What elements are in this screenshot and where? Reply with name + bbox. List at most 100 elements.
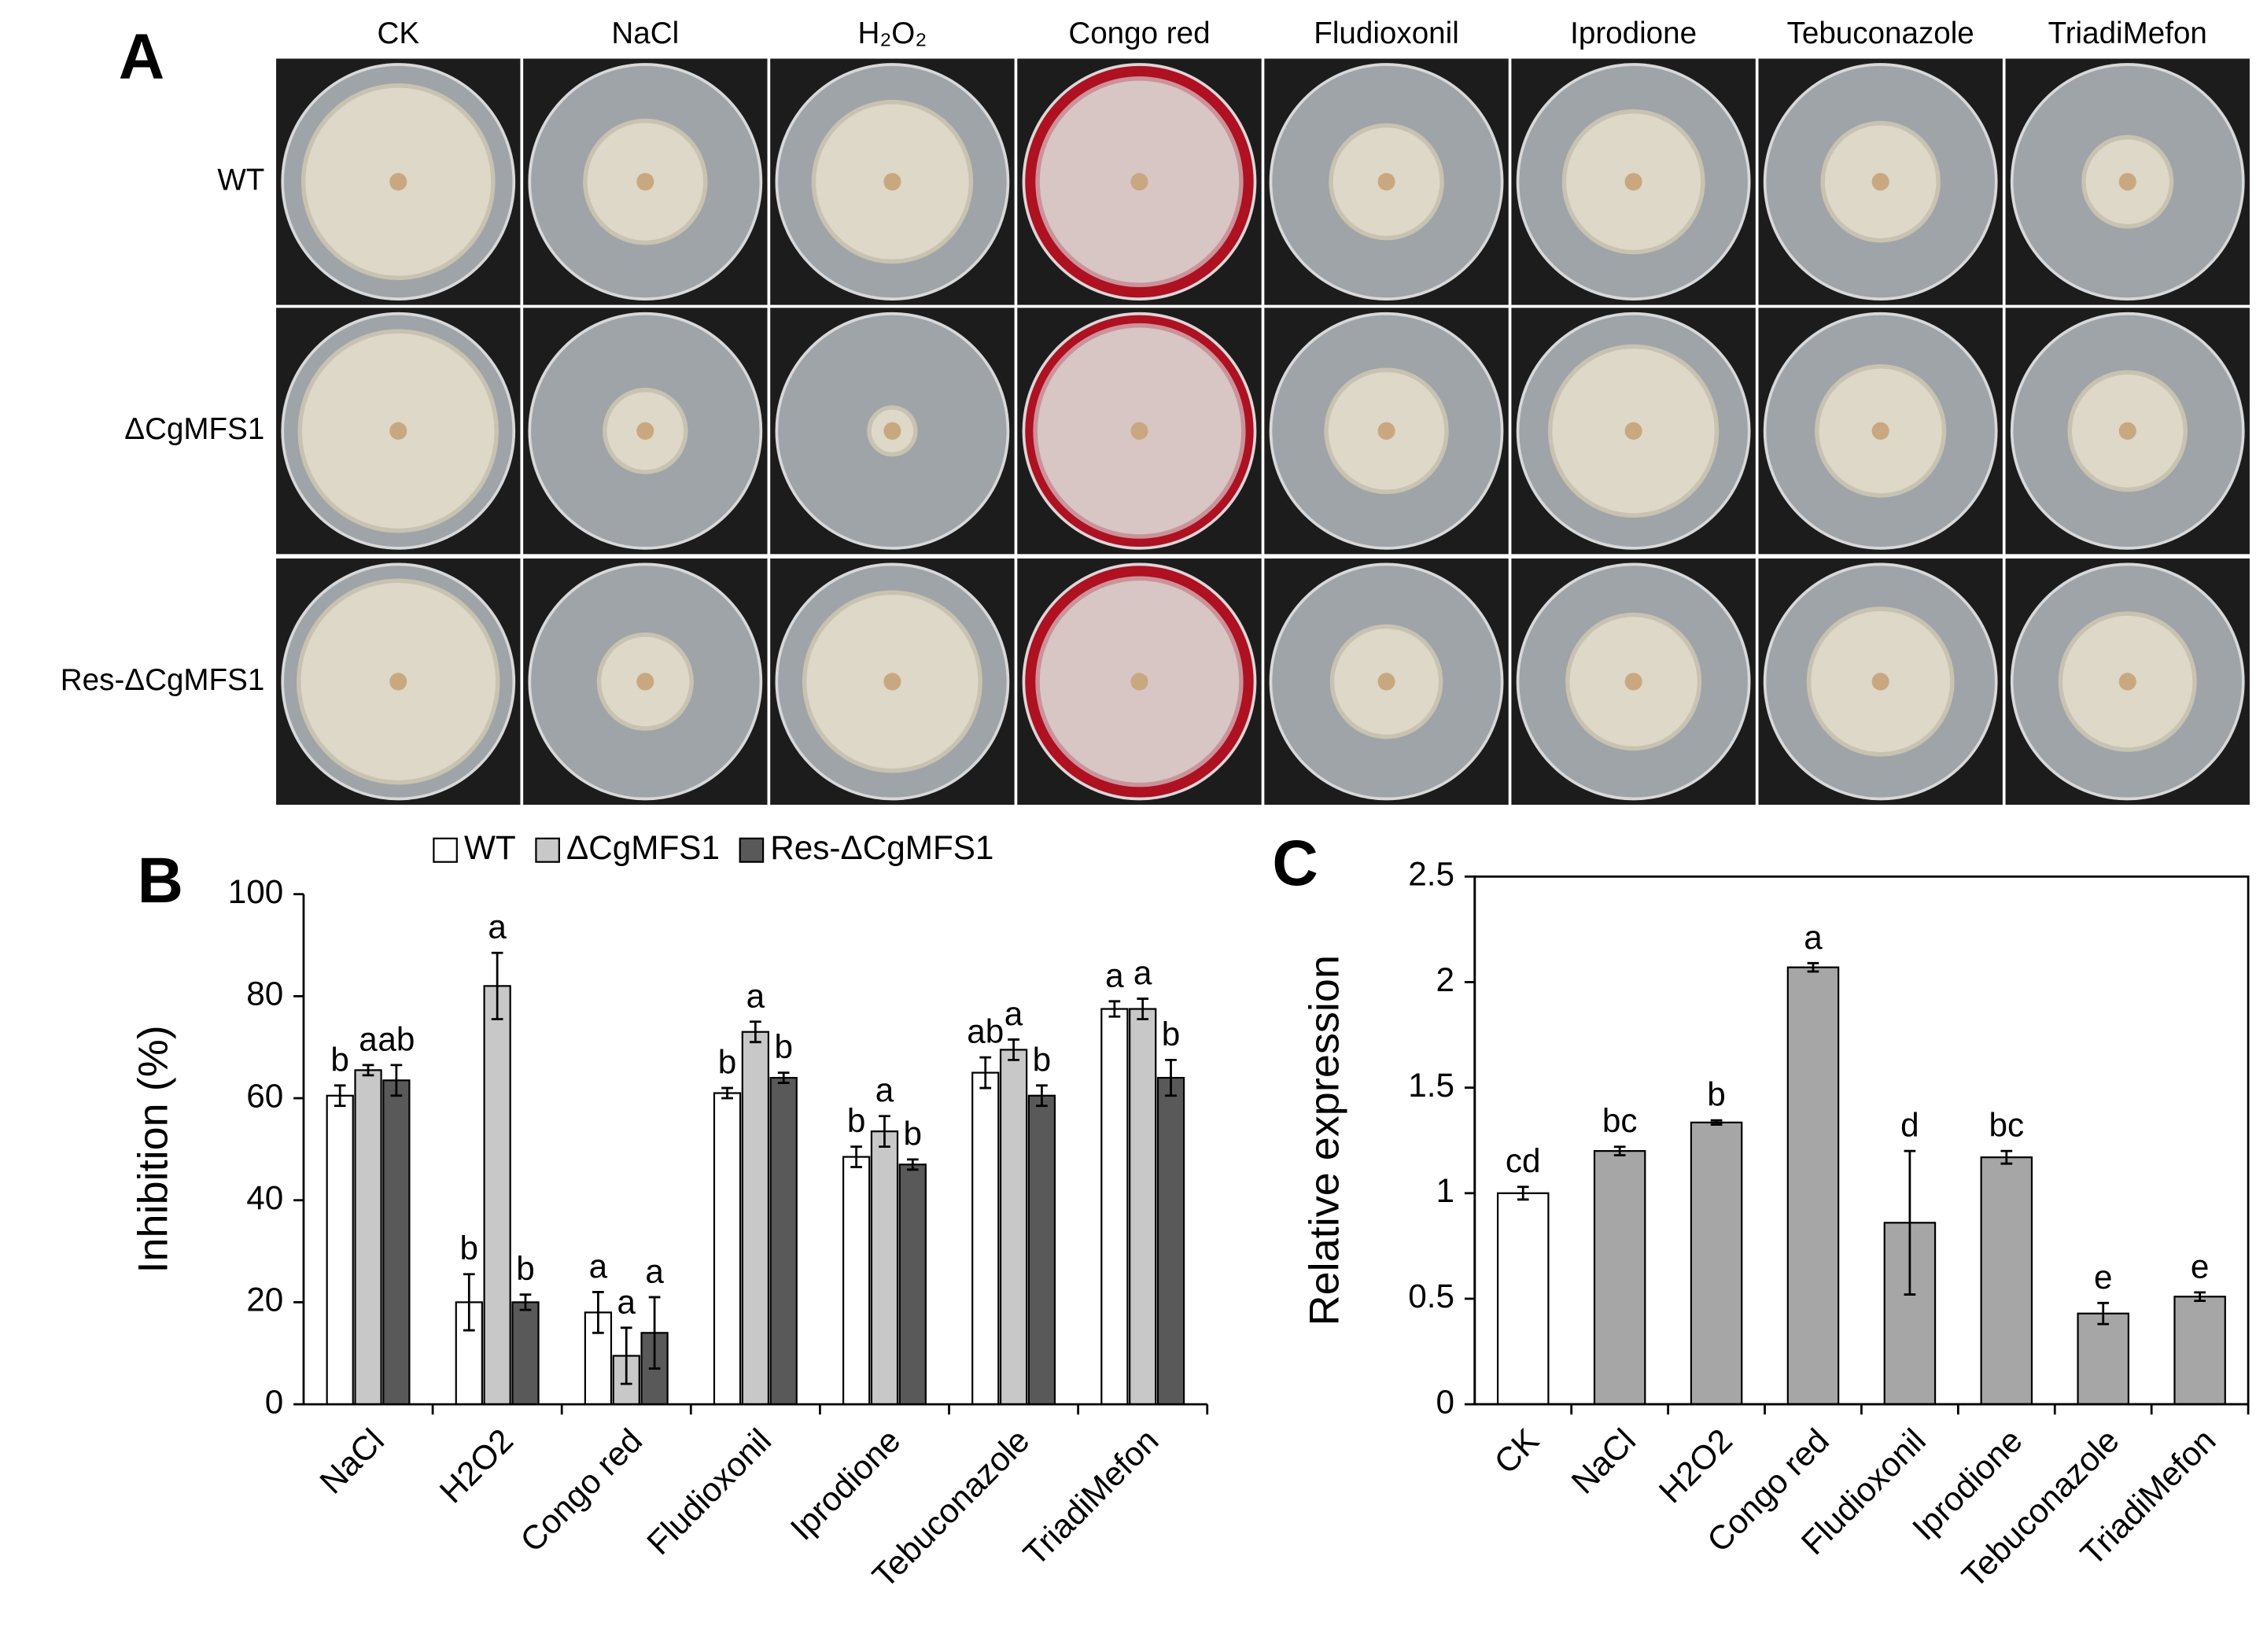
significance-letter: ab [967, 1012, 1004, 1050]
bar [971, 1071, 1000, 1406]
significance-letter: a [1004, 995, 1023, 1033]
bar [870, 1130, 899, 1406]
x-tick-label: H2O2 [1652, 1422, 1740, 1510]
inoculum [389, 422, 407, 441]
significance-letter: a [746, 977, 765, 1015]
x-tick-label: NaCl [1565, 1422, 1643, 1502]
y-tick-label: 2.5 [1408, 855, 1454, 893]
inoculum [1624, 172, 1642, 191]
error-bar [1613, 1145, 1626, 1156]
bar [1027, 1094, 1056, 1406]
error-bar [2000, 1149, 2013, 1165]
significance-letter: a [1105, 957, 1124, 994]
significance-letter: b [1033, 1041, 1052, 1079]
bar [741, 1031, 770, 1406]
legend-label: WT [464, 829, 516, 867]
error-bar [1165, 1058, 1177, 1097]
inoculum [1377, 673, 1395, 691]
column-label: TriadiMefon [2048, 17, 2207, 50]
inoculum [636, 172, 654, 191]
x-tick-label: Fludioxonil [640, 1422, 779, 1562]
error-bar [750, 1020, 761, 1044]
error-bar [906, 1158, 919, 1171]
inoculum [1377, 422, 1395, 441]
inoculum [1130, 172, 1148, 191]
inoculum [1871, 673, 1889, 691]
inoculum [2118, 422, 2136, 441]
significance-letter: cd [1506, 1142, 1541, 1180]
error-bar [1904, 1149, 1916, 1296]
column-label: H₂O₂ [857, 17, 927, 50]
x-tick-label: TriadiMefon [1016, 1422, 1166, 1573]
significance-letter: b [1162, 1016, 1181, 1053]
y-tick-label: 60 [246, 1077, 283, 1115]
column-label: Iprodione [1570, 17, 1697, 50]
error-bar [1517, 1186, 1529, 1201]
bar [511, 1301, 540, 1406]
significance-letter: a [1134, 954, 1152, 992]
bar [2077, 1312, 2129, 1406]
error-bar [850, 1145, 862, 1168]
error-bar [777, 1071, 790, 1084]
inoculum [389, 673, 407, 691]
significance-letter: b [330, 1041, 349, 1079]
error-bar [879, 1115, 890, 1149]
significance-letter: ab [378, 1020, 415, 1058]
y-tick-label: 40 [246, 1179, 283, 1217]
y-tick-label: 20 [246, 1281, 283, 1318]
inoculum [1871, 422, 1889, 441]
column-label: Congo red [1068, 17, 1210, 50]
bar [1980, 1156, 2033, 1406]
inoculum [1377, 172, 1395, 191]
bar [999, 1049, 1028, 1406]
bar [713, 1092, 742, 1406]
y-tick-label: 100 [228, 873, 284, 911]
error-bar [979, 1056, 992, 1090]
significance-letter: bc [1989, 1106, 2024, 1144]
y-tick-label: 1.5 [1408, 1067, 1454, 1104]
bar [898, 1163, 927, 1406]
significance-letter: e [2094, 1259, 2113, 1296]
legend-swatch [433, 837, 458, 863]
significance-letter: a [589, 1248, 608, 1285]
significance-letter: a [645, 1252, 664, 1290]
error-bar [721, 1086, 733, 1100]
inoculum [883, 422, 901, 441]
bar [842, 1156, 871, 1406]
y-tick-label: 0 [265, 1383, 284, 1421]
bar [1156, 1076, 1185, 1406]
y-axis-title: Inhibition (%) [130, 1025, 177, 1273]
error-bar [1710, 1119, 1723, 1126]
x-tick-label: H2O2 [433, 1422, 521, 1510]
bar [1786, 966, 1840, 1406]
bar [483, 985, 511, 1406]
row-label: ΔCgMFS1 [124, 412, 264, 446]
bar [769, 1076, 798, 1406]
error-bar [334, 1084, 346, 1108]
error-bar [1137, 997, 1149, 1020]
bar [1129, 1008, 1157, 1406]
error-bar [592, 1291, 604, 1334]
error-bar [1008, 1038, 1019, 1061]
y-tick-label: 2 [1436, 961, 1455, 999]
significance-letter: b [718, 1043, 737, 1081]
y-tick-label: 1 [1436, 1172, 1455, 1210]
inoculum [2118, 673, 2136, 691]
significance-letter: a [359, 1020, 378, 1058]
inoculum [389, 172, 407, 191]
bar [1690, 1121, 1743, 1406]
bar [1100, 1008, 1129, 1406]
x-tick-label: Congo red [514, 1422, 650, 1560]
error-bar [491, 951, 503, 1020]
inoculum [2118, 172, 2136, 191]
inoculum [1130, 673, 1148, 691]
inoculum [1624, 673, 1642, 691]
inoculum [1624, 422, 1642, 441]
significance-letter: a [875, 1071, 894, 1109]
column-label: CK [377, 17, 419, 50]
inoculum [883, 673, 901, 691]
column-label: Fludioxonil [1314, 17, 1458, 50]
error-bar [1807, 961, 1819, 973]
significance-letter: bc [1602, 1102, 1638, 1140]
